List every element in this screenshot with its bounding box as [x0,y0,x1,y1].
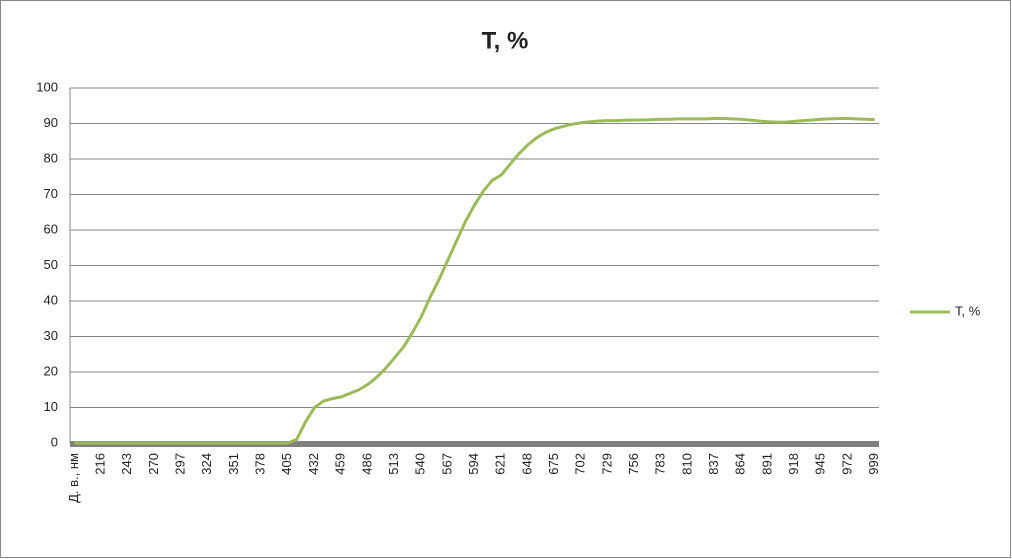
x-tick-label: 270 [146,453,161,475]
x-tick-label: 324 [199,453,214,475]
x-tick-label: 378 [253,453,268,475]
y-tick-label: 30 [44,328,58,343]
x-tick-label: 567 [439,453,454,475]
y-tick-label: 100 [36,79,58,94]
x-tick-label: 405 [279,453,294,475]
y-tick-label: 50 [44,257,58,272]
x-tick-label: 648 [519,453,534,475]
y-tick-label: 20 [44,363,58,378]
y-tick-label: 0 [51,434,58,449]
x-tick-label: 594 [466,453,481,475]
y-tick-label: 90 [44,115,58,130]
x-tick-label: 243 [119,453,134,475]
x-tick-label: 216 [93,453,108,475]
x-tick-label: 783 [653,453,668,475]
x-tick-label: Д. в., нм [66,453,81,503]
x-tick-label: 729 [599,453,614,475]
x-tick-label: 432 [306,453,321,475]
x-tick-label: 297 [173,453,188,475]
x-tick-label: 486 [359,453,374,475]
chart-title: T, % [482,27,529,54]
x-tick-label: 999 [866,453,881,475]
x-tick-label: 918 [786,453,801,475]
x-tick-label: 864 [733,453,748,475]
x-tick-label: 756 [626,453,641,475]
y-tick-label: 40 [44,292,58,307]
x-tick-label: 810 [679,453,694,475]
legend-label: T, % [955,303,981,318]
x-tick-label: 513 [386,453,401,475]
x-tick-label: 621 [493,453,508,475]
y-tick-label: 60 [44,221,58,236]
x-tick-label: 675 [546,453,561,475]
x-tick-label: 945 [813,453,828,475]
y-tick-label: 80 [44,150,58,165]
x-tick-label: 459 [333,453,348,475]
x-tick-label: 837 [706,453,721,475]
data-line [74,117,875,445]
x-tick-label: 351 [226,453,241,475]
x-tick-label: 702 [573,453,588,475]
x-tick-label: 540 [413,453,428,475]
y-tick-label: 70 [44,186,58,201]
x-axis [70,441,879,447]
x-tick-label: 972 [839,453,854,475]
x-tick-label: 891 [759,453,774,475]
y-tick-label: 10 [44,399,58,414]
